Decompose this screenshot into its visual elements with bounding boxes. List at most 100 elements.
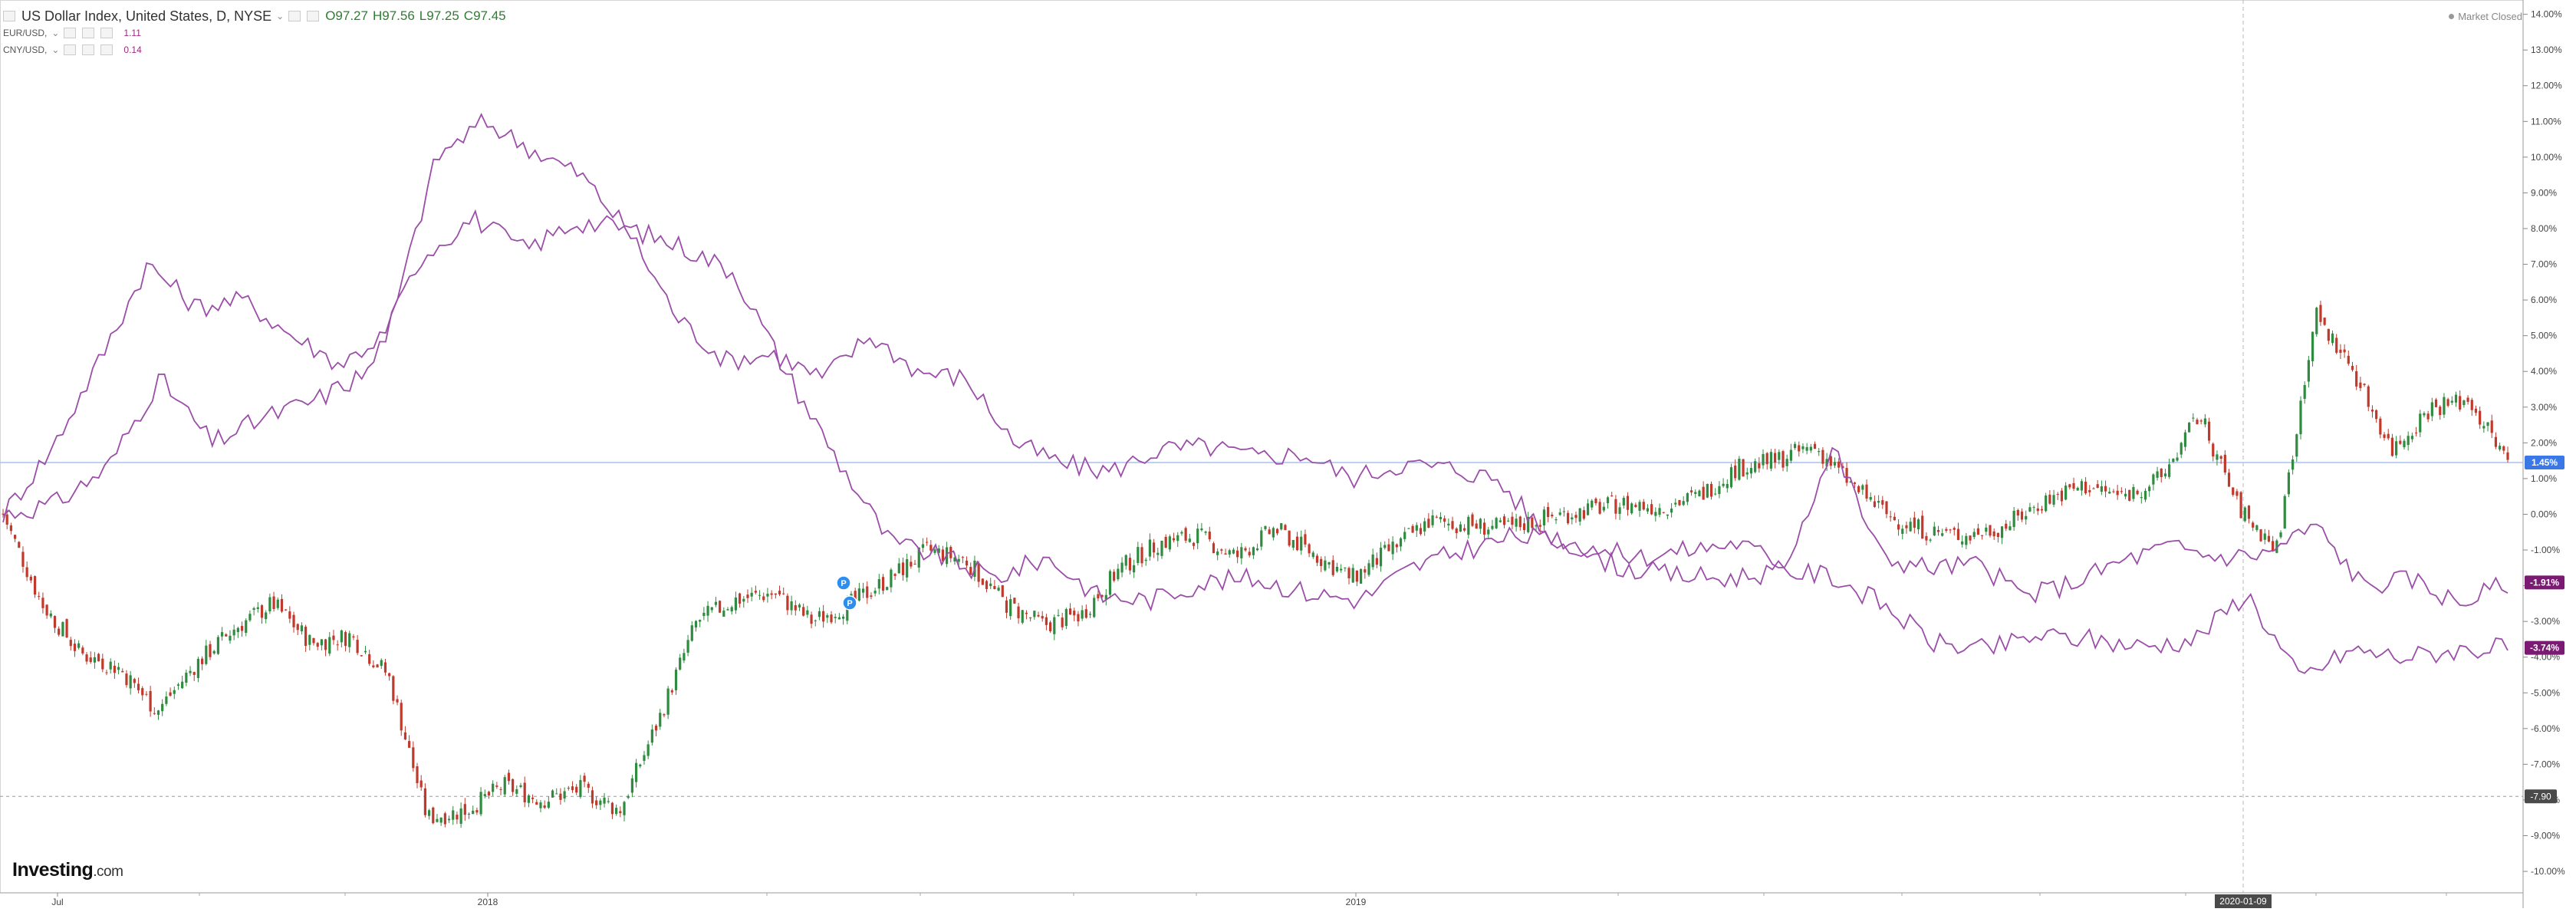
- candle-body: [2060, 490, 2064, 502]
- candle-body: [1415, 525, 1418, 531]
- candle-body: [1133, 565, 1136, 573]
- candle-body: [547, 802, 550, 808]
- candle-body: [770, 593, 773, 595]
- candle-body: [742, 598, 745, 602]
- candle-body: [1989, 525, 1992, 536]
- candle-body: [1706, 483, 1709, 498]
- reference-tag: [2525, 789, 2557, 804]
- event-marker[interactable]: [836, 575, 851, 591]
- candle-body: [997, 588, 1000, 591]
- candle-body: [2459, 396, 2462, 410]
- candle-body: [141, 688, 144, 696]
- candle-body: [1542, 509, 1546, 526]
- candle-body: [2494, 436, 2498, 447]
- candle-body: [535, 802, 538, 805]
- candle-body: [2255, 525, 2259, 531]
- candle-body: [101, 658, 104, 670]
- candle-body: [2, 513, 5, 515]
- candle-body: [272, 596, 275, 609]
- candle-body: [873, 591, 877, 594]
- candle-body: [1985, 527, 1988, 532]
- candle-body: [1674, 502, 1677, 505]
- compare-series-value: 0.14: [123, 44, 142, 55]
- candle-body: [906, 559, 909, 578]
- candle-body: [2235, 491, 2239, 496]
- collapse-icon[interactable]: [3, 11, 15, 21]
- chevron-down-icon[interactable]: ⌄: [276, 11, 285, 21]
- last-value-label: -3.74%: [2530, 643, 2559, 654]
- candle-body: [2275, 540, 2278, 553]
- candle-body: [1268, 529, 1271, 535]
- candle-body: [2192, 417, 2195, 419]
- candle-body: [758, 594, 762, 596]
- candle-body: [746, 594, 749, 598]
- candle-body: [1176, 535, 1179, 542]
- candle-body: [1387, 544, 1390, 551]
- candle-body: [1586, 503, 1590, 515]
- candle-body: [1180, 532, 1183, 534]
- candle-body: [403, 732, 407, 740]
- legend-compare-row-2[interactable]: CNY/USD, ⌄ 0.14: [3, 41, 506, 58]
- candle-body: [965, 560, 969, 566]
- candle-body: [2183, 432, 2187, 447]
- candle-body: [472, 810, 475, 815]
- candle-body: [1064, 609, 1068, 627]
- candle-body: [666, 688, 669, 715]
- candle-body: [1972, 532, 1976, 538]
- candle-body: [2052, 495, 2055, 505]
- candle-body: [73, 644, 77, 651]
- candle-body: [320, 639, 323, 646]
- legend-main-row[interactable]: US Dollar Index, United States, D, NYSE …: [3, 8, 506, 25]
- settings-box-icon[interactable]: [288, 11, 301, 21]
- settings-box-icon[interactable]: [82, 28, 95, 38]
- candle-body: [1057, 614, 1060, 616]
- close-box-icon[interactable]: [100, 28, 114, 38]
- candle-body: [1658, 508, 1661, 515]
- candle-body: [2045, 496, 2048, 512]
- candle-body: [388, 673, 391, 677]
- candle-body: [1778, 452, 1781, 460]
- candle-body: [623, 802, 626, 815]
- chart-legend: US Dollar Index, United States, D, NYSE …: [3, 8, 506, 58]
- cursor-date-tag: [2215, 894, 2272, 908]
- candle-body: [2025, 515, 2028, 520]
- candle-body: [1009, 599, 1012, 617]
- legend-compare-row-1[interactable]: EUR/USD, ⌄ 1.11: [3, 25, 506, 41]
- candle-body: [818, 611, 821, 617]
- candle-body: [2104, 486, 2107, 492]
- candle-body: [2335, 337, 2338, 353]
- candle-body: [2239, 492, 2242, 519]
- chevron-down-icon[interactable]: ⌄: [51, 28, 60, 38]
- candle-body: [1395, 544, 1398, 548]
- candle-body: [1742, 459, 1745, 477]
- close-box-icon[interactable]: [100, 44, 114, 55]
- candle-body: [2096, 484, 2099, 488]
- candle-body: [1371, 554, 1374, 568]
- candle-body: [328, 637, 331, 654]
- candle-body: [280, 598, 284, 612]
- settings-box-icon[interactable]: [82, 44, 95, 55]
- candle-body: [2207, 421, 2211, 441]
- chevron-down-icon[interactable]: ⌄: [51, 44, 60, 55]
- candle-body: [1738, 458, 1741, 480]
- y-tick-label: 10.00%: [2531, 152, 2562, 163]
- brand-logo[interactable]: Investing.com: [12, 859, 123, 881]
- candle-body: [1929, 539, 1932, 541]
- close-box-icon[interactable]: [307, 11, 320, 21]
- candle-body: [1335, 566, 1339, 571]
- candle-body: [2227, 472, 2231, 487]
- candle-body: [1905, 525, 1908, 528]
- candle-body: [1762, 453, 1765, 466]
- candle-body: [587, 783, 590, 788]
- eye-box-icon[interactable]: [64, 44, 77, 55]
- candle-body: [1260, 530, 1263, 547]
- event-marker[interactable]: [842, 595, 857, 611]
- candle-body: [1845, 468, 1848, 483]
- candle-body: [1801, 446, 1805, 449]
- eye-box-icon[interactable]: [64, 28, 77, 38]
- candle-body: [1295, 536, 1299, 551]
- candle-body: [1228, 550, 1231, 555]
- candle-body: [1913, 517, 1916, 528]
